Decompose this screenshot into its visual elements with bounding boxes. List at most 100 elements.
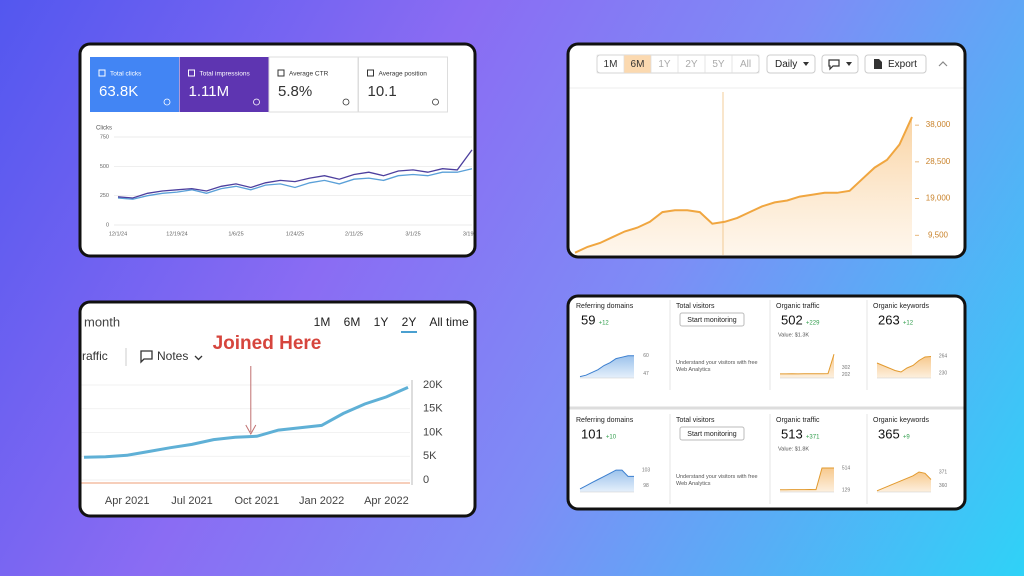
export-icon <box>874 59 882 69</box>
spark-line <box>780 354 835 375</box>
notes-label[interactable]: Notes <box>157 349 188 363</box>
caret <box>803 62 809 66</box>
spark-area <box>580 470 634 492</box>
note: Understand your visitors with free Web A… <box>676 474 758 487</box>
range-label[interactable]: 6M <box>344 315 361 329</box>
y-tick-label: 98 <box>643 483 649 489</box>
checkbox <box>367 69 374 77</box>
y-tick-label: 38,000 <box>926 120 951 129</box>
metric-value: 59 <box>581 312 595 327</box>
metric-worth: Value: $1.8K <box>778 446 809 452</box>
metric-value: 63.8K <box>99 83 138 100</box>
note: Understand your visitors with free Web A… <box>676 360 758 373</box>
metric-change: +12 <box>903 321 914 327</box>
x-tick-label: Apr 2022 <box>364 495 409 507</box>
period-label: month <box>84 314 120 329</box>
y-tick-label: 129 <box>842 488 851 494</box>
y-tick-label: 0 <box>106 222 109 228</box>
y-tick-label: 230 <box>939 370 948 376</box>
panel-border <box>566 42 967 259</box>
x-tick-label: Jul 2021 <box>171 495 213 507</box>
dropdown-label: Daily <box>775 59 797 70</box>
annotation: Joined Here <box>213 333 322 354</box>
range-label: All <box>740 59 751 70</box>
y-tick-label: 10K <box>423 426 443 438</box>
line <box>574 116 913 254</box>
y-tick-label: 371 <box>939 469 948 475</box>
help-icon <box>163 98 171 106</box>
panel-border <box>566 294 967 511</box>
metric-label: Organic traffic <box>776 417 820 424</box>
help-icon <box>342 98 350 106</box>
traffic-chart: month 1M 6M 1Y 2Y All time raffic Notes 0 5K 10K 15… <box>80 314 469 507</box>
range-label: 1M <box>604 59 618 70</box>
metric-value: 1.11M <box>189 83 230 100</box>
panel-border <box>78 42 477 258</box>
y-tick-label: 0 <box>423 474 429 486</box>
x-tick-label: 3/19/25 <box>463 231 481 237</box>
y-tick-label: 750 <box>100 134 109 140</box>
metric-label: Organic keywords <box>873 303 930 310</box>
note-text: Understand your visitors with free Web A… <box>676 360 758 373</box>
range-label[interactable]: 1Y <box>374 315 389 329</box>
monitor-label: Start monitoring <box>687 317 737 324</box>
help-icon <box>432 98 439 106</box>
range-label[interactable]: All time <box>429 315 469 329</box>
x-tick-label: 1/6/25 <box>228 231 243 237</box>
arrow-head <box>245 424 257 436</box>
metric-change: +371 <box>806 435 820 441</box>
x-tick-label: Apr 2021 <box>105 495 150 507</box>
monitor-button[interactable] <box>679 312 745 327</box>
metric-worth: Value: $1.3K <box>778 332 809 338</box>
range-label: 2Y <box>685 59 698 70</box>
range-label: 1Y <box>658 59 671 70</box>
metric-label: Organic keywords <box>873 417 930 424</box>
metric-label: Total clicks <box>110 71 142 78</box>
x-tick-label: Jan 2022 <box>299 495 344 507</box>
y-tick-label: 360 <box>939 483 948 489</box>
monitor-label: Start monitoring <box>687 431 737 438</box>
spark-line <box>780 467 834 491</box>
metric-value: 101 <box>581 426 603 441</box>
metric-label: Referring domains <box>576 303 634 310</box>
x-tick-label: 1/24/25 <box>286 231 304 237</box>
metric-label: Organic traffic <box>776 303 820 310</box>
metric-label: Average position <box>379 71 428 78</box>
range-label: 6M <box>631 59 645 70</box>
area <box>575 117 912 255</box>
metric-label: Average CTR <box>289 71 329 78</box>
metric-label: Total impressions <box>200 71 251 78</box>
y-tick-label: 250 <box>100 193 109 199</box>
y-tick-label: 5K <box>423 450 437 462</box>
range-label[interactable]: 2Y <box>402 315 417 329</box>
y-tick-label: 19,000 <box>926 194 951 203</box>
y-tick-label: 15K <box>423 403 443 415</box>
y-tick-label: 47 <box>643 371 649 377</box>
range-button[interactable] <box>731 54 760 74</box>
dropdown[interactable] <box>766 54 816 74</box>
metric-change: +229 <box>806 321 820 327</box>
metric-change: +10 <box>606 435 617 441</box>
notes-icon <box>140 350 153 364</box>
comment-button[interactable] <box>821 54 859 74</box>
comment-icon <box>828 59 840 71</box>
y-tick-label: 202 <box>842 372 851 378</box>
monitor-button[interactable] <box>679 426 745 441</box>
metric-value: 263 <box>878 312 900 327</box>
y-tick-label: 20K <box>423 379 443 391</box>
spark-line <box>876 356 932 373</box>
line <box>117 149 473 199</box>
note-text: Understand your visitors with free Web A… <box>676 474 758 487</box>
spark-area <box>580 355 634 378</box>
caret <box>194 355 203 361</box>
x-tick-label: 2/11/25 <box>345 231 363 237</box>
range-label[interactable]: 1M <box>314 315 331 329</box>
metric-value: 365 <box>878 426 900 441</box>
metric-label: Total visitors <box>676 303 715 310</box>
metric-change: +9 <box>903 435 911 441</box>
y-tick-label: 500 <box>100 164 109 170</box>
checkbox <box>277 69 285 77</box>
x-tick-label: 3/1/25 <box>405 231 420 237</box>
